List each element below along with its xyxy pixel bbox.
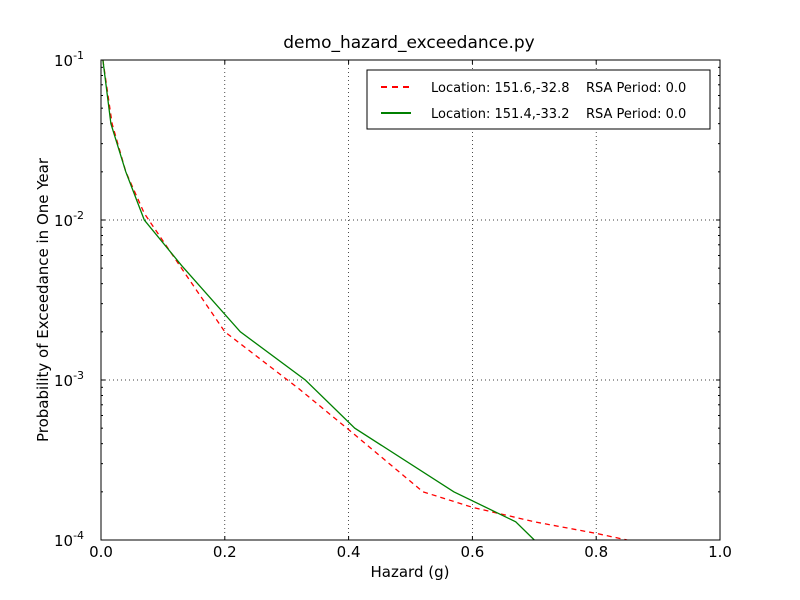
y-tick-label: 10-1 (54, 49, 84, 70)
chart-title: demo_hazard_exceedance.py (283, 33, 534, 53)
x-tick-label: 1.0 (708, 543, 732, 561)
y-axis-ticks: 10-1 10-2 10-3 10-4 (54, 49, 720, 550)
legend-label-series-1: Location: 151.6,-32.8 RSA Period: 0.0 (431, 81, 686, 96)
legend: Location: 151.6,-32.8 RSA Period: 0.0 Lo… (366, 69, 711, 130)
x-axis-label: Hazard (g) (371, 563, 450, 581)
y-tick-label: 10-3 (54, 369, 84, 390)
legend-box (366, 69, 711, 130)
x-axis-ticks: 0.0 0.2 0.4 0.6 0.8 1.0 (89, 60, 732, 561)
y-tick-label: 10-2 (54, 209, 84, 230)
series-line-1 (102, 60, 628, 540)
legend-label-series-2: Location: 151.4,-33.2 RSA Period: 0.0 (431, 107, 686, 122)
y-tick-label: 10-4 (54, 529, 84, 550)
plot-series (102, 60, 628, 540)
x-tick-label: 0.8 (584, 543, 608, 561)
y-axis-label: Probability of Exceedance in One Year (34, 157, 52, 442)
gridlines (101, 60, 720, 540)
plot-frame (100, 59, 721, 541)
x-tick-label: 0.6 (460, 543, 484, 561)
x-tick-label: 0.2 (213, 543, 237, 561)
series-line-2 (102, 60, 535, 540)
x-tick-label: 0.4 (337, 543, 361, 561)
x-tick-label: 0.0 (89, 543, 113, 561)
